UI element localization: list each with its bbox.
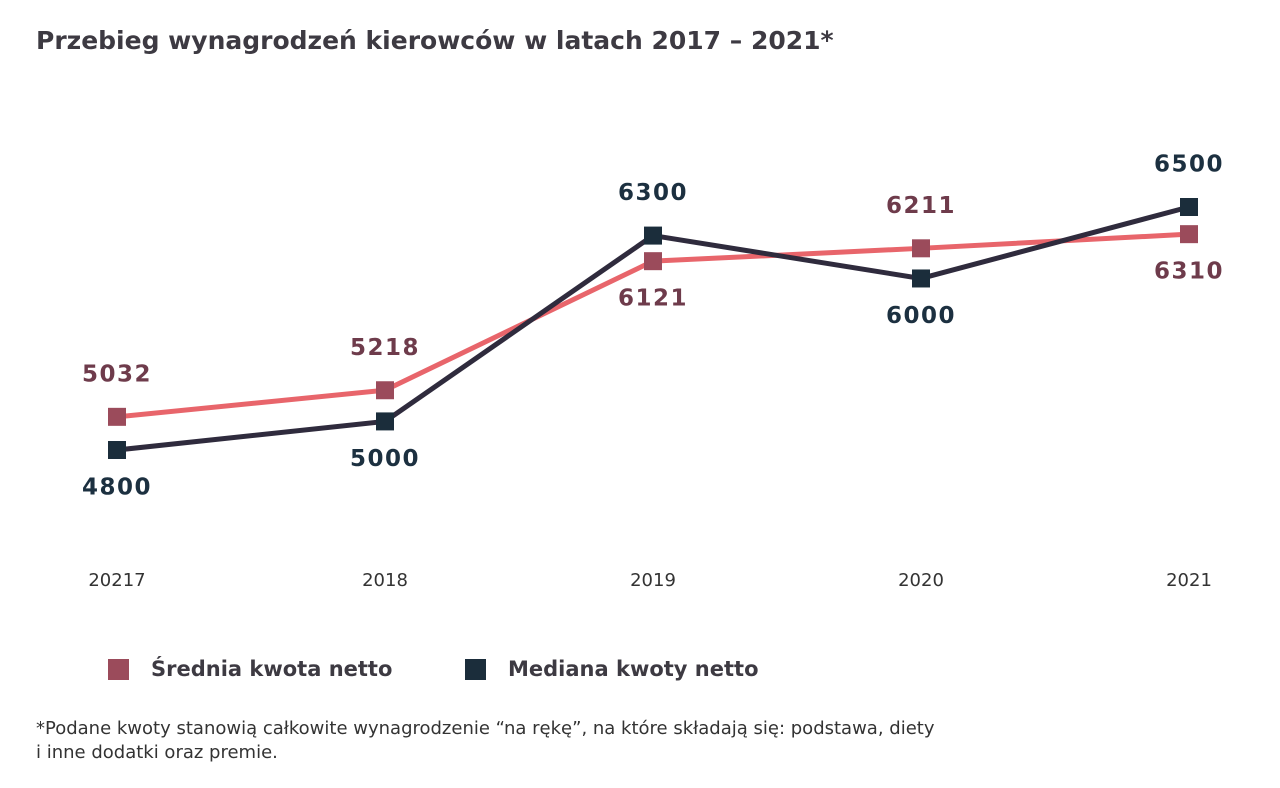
marker xyxy=(376,412,394,431)
legend-label: Średnia kwota netto xyxy=(151,656,392,681)
x-tick-label: 2018 xyxy=(362,570,408,591)
data-label: 6300 xyxy=(618,180,688,206)
data-label: 6500 xyxy=(1154,152,1224,178)
marker xyxy=(644,226,662,245)
marker xyxy=(108,441,126,459)
chart-title: Przebieg wynagrodzeń kierowców w latach … xyxy=(36,26,834,55)
data-label: 5032 xyxy=(82,361,152,387)
marker xyxy=(912,239,930,258)
data-label: 6211 xyxy=(886,193,956,219)
x-tick-label: 2021 xyxy=(1166,570,1212,591)
legend-label: Mediana kwoty netto xyxy=(508,657,759,681)
footnote: *Podane kwoty stanowią całkowite wynagro… xyxy=(36,718,935,739)
legend-swatch xyxy=(465,659,486,680)
data-label: 4800 xyxy=(82,475,152,501)
marker xyxy=(644,252,662,271)
marker xyxy=(1180,198,1198,216)
marker xyxy=(376,381,394,400)
legend-swatch xyxy=(108,659,129,680)
data-label: 6000 xyxy=(886,303,956,329)
data-label: 6310 xyxy=(1154,259,1224,285)
x-tick-label: 2020 xyxy=(898,570,944,591)
footnote: i inne dodatki oraz premie. xyxy=(36,742,278,763)
data-label: 5000 xyxy=(350,446,420,472)
x-tick-label: 20217 xyxy=(88,570,145,591)
marker xyxy=(912,269,930,288)
marker xyxy=(1180,225,1198,244)
x-tick-label: 2019 xyxy=(630,570,676,591)
marker xyxy=(108,407,126,426)
data-label: 6121 xyxy=(618,286,688,312)
data-label: 5218 xyxy=(350,335,420,361)
